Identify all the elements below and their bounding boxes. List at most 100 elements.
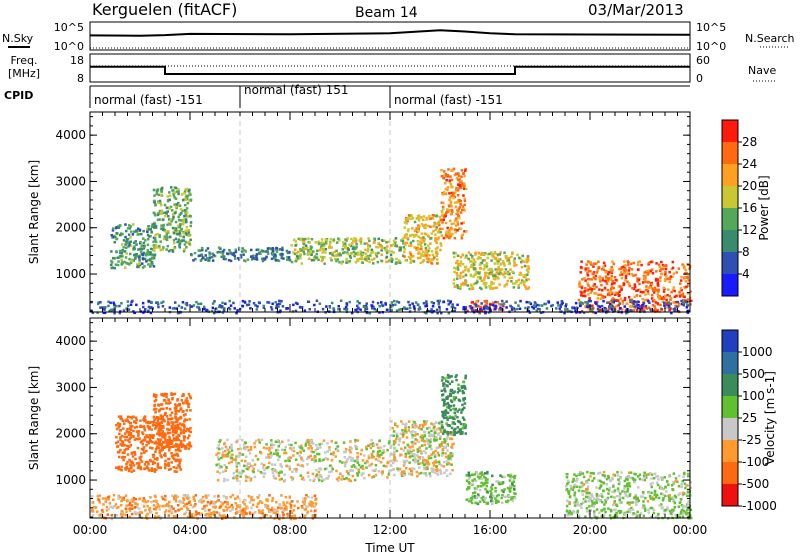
cpid-strip: CPID normal (fast) -151 normal (fast) 15… [4, 83, 690, 108]
echo-cell [178, 404, 181, 407]
echo-cell [484, 271, 488, 275]
echo-cell [596, 297, 600, 300]
echo-cell [527, 258, 530, 262]
echo-cell [446, 397, 449, 400]
echo-cell [347, 252, 350, 256]
power-echo-layer [90, 167, 693, 315]
echo-cell [272, 469, 276, 472]
echo-cell [307, 475, 310, 478]
echo-cell [653, 286, 657, 290]
echo-cell [509, 484, 512, 488]
echo-cell [488, 272, 491, 275]
echo-cell [412, 235, 416, 238]
echo-cell [342, 243, 346, 246]
echo-cell [133, 245, 136, 248]
echo-cell [673, 289, 676, 293]
echo-cell [174, 227, 178, 230]
echo-cell [482, 473, 485, 476]
echo-cell [439, 242, 442, 245]
echo-cell [314, 256, 318, 259]
echo-cell [500, 496, 503, 500]
echo-cell [578, 301, 582, 305]
echo-cell [197, 306, 201, 309]
echo-cell [270, 308, 274, 311]
echo-cell [278, 299, 281, 303]
echo-cell [317, 470, 321, 474]
echo-cell [304, 237, 307, 241]
echo-cell [527, 265, 530, 268]
echo-cell [132, 464, 136, 467]
echo-cell [679, 287, 683, 290]
echo-cell [547, 301, 551, 304]
echo-cell [632, 302, 635, 306]
echo-cell [659, 279, 662, 282]
echo-cell [511, 270, 514, 274]
echo-cell [421, 435, 425, 439]
echo-cell [521, 254, 524, 258]
echo-cell [129, 432, 132, 435]
echo-cell [455, 177, 459, 180]
echo-cell [184, 413, 187, 416]
echo-cell [276, 453, 279, 457]
echo-cell [143, 427, 146, 430]
echo-cell [448, 382, 452, 386]
echo-cell [168, 235, 172, 239]
echo-cell [394, 303, 397, 306]
echo-cell [417, 440, 421, 444]
echo-cell [156, 232, 159, 236]
echo-cell [661, 478, 665, 481]
echo-cell [420, 245, 423, 248]
echo-cell [266, 247, 270, 250]
echo-cell [165, 234, 168, 238]
echo-cell [224, 445, 228, 449]
echo-cell [611, 300, 614, 303]
echo-cell [184, 429, 187, 433]
echo-cell [347, 471, 350, 475]
echo-cell [220, 465, 223, 469]
echo-cell [459, 430, 462, 434]
echo-cell [619, 273, 622, 277]
echo-cell [308, 308, 311, 311]
echo-cell [148, 426, 152, 429]
echo-cell [449, 212, 453, 216]
echo-cell [344, 462, 347, 466]
echo-cell [637, 300, 640, 304]
echo-cell [648, 269, 651, 272]
echo-cell [445, 179, 448, 182]
echo-cell [635, 308, 639, 312]
echo-cell [615, 504, 619, 507]
echo-cell [145, 440, 149, 444]
echo-cell [665, 298, 668, 302]
echo-cell [403, 462, 407, 466]
echo-cell [175, 203, 179, 206]
echo-cell [526, 256, 530, 259]
echo-cell [435, 215, 438, 218]
echo-cell [139, 240, 142, 244]
echo-cell [365, 447, 368, 451]
echo-cell [164, 230, 168, 233]
echo-cell [574, 301, 578, 305]
echo-cell [667, 304, 670, 308]
echo-cell [415, 470, 419, 474]
echo-cell [401, 472, 404, 476]
echo-cell [153, 188, 156, 192]
echo-cell [671, 266, 675, 270]
echo-cell [555, 307, 558, 310]
echo-cell [436, 473, 440, 476]
echo-cell [447, 454, 450, 458]
echo-cell [117, 260, 120, 263]
echo-cell [606, 280, 610, 283]
echo-cell [223, 255, 226, 258]
echo-cell [441, 205, 445, 209]
echo-cell [444, 452, 447, 455]
echo-cell [343, 307, 346, 311]
echo-cell [594, 311, 597, 315]
echo-cell [375, 255, 379, 258]
echo-cell [182, 431, 186, 435]
echo-cell [467, 480, 470, 484]
echo-cell [141, 301, 145, 305]
echo-cell [318, 458, 321, 461]
echo-cell [638, 288, 641, 291]
echo-cell [493, 251, 497, 254]
